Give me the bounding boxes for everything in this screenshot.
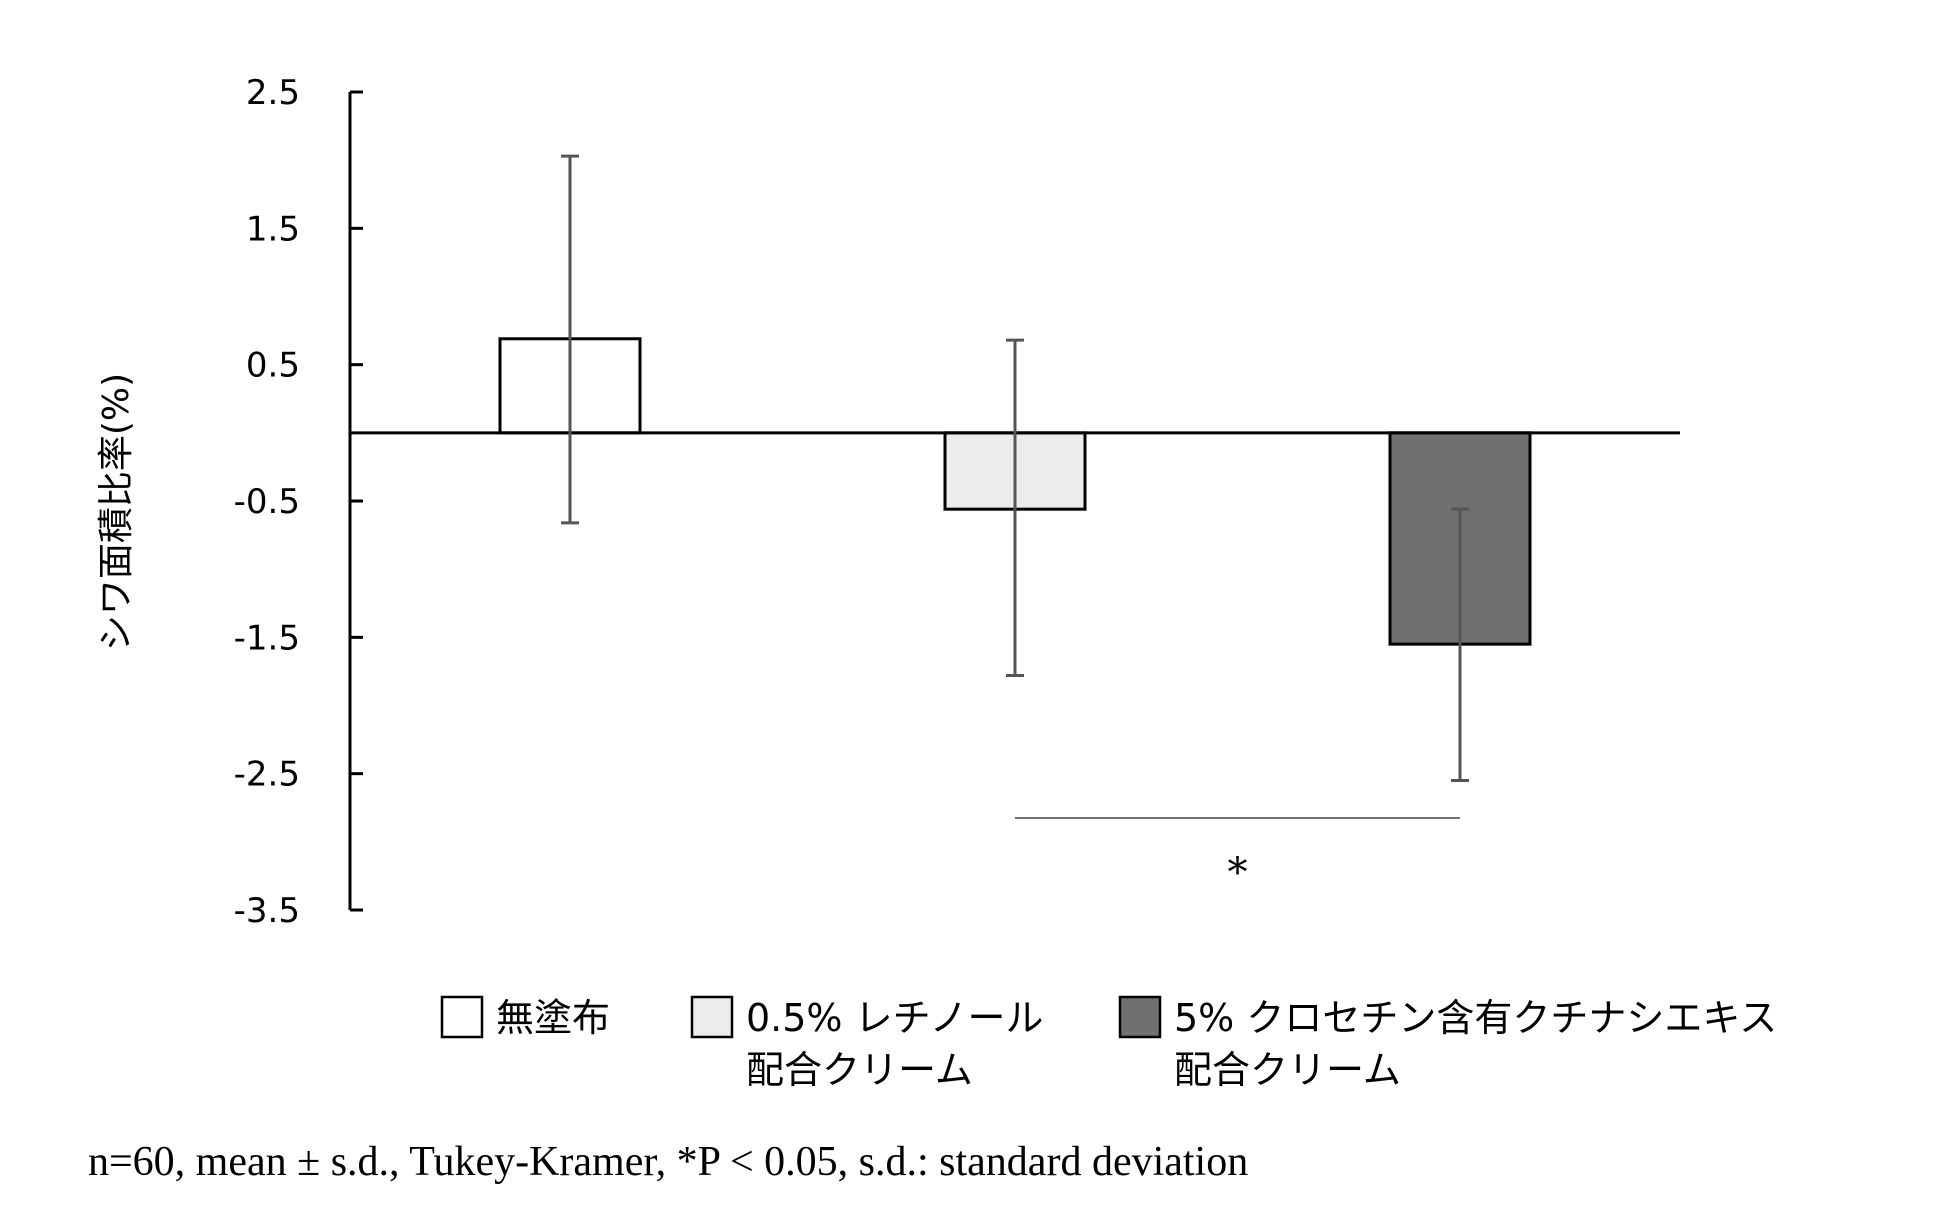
legend-swatch <box>1118 995 1162 1039</box>
y-tick-label: -3.5 <box>234 891 300 931</box>
legend-swatch <box>690 995 734 1039</box>
error-bars <box>561 154 1469 782</box>
legend-label: 無塗布 <box>496 996 610 1040</box>
legend-item: 無塗布 <box>440 995 610 1040</box>
footnote: n=60, mean ± s.d., Tukey-Kramer, *P < 0.… <box>88 1139 1249 1185</box>
legend-label-line2: 配合クリーム <box>746 1048 973 1092</box>
significance-star: * <box>1228 850 1248 896</box>
y-axis-label: シワ面積比率(%) <box>96 373 137 651</box>
y-tick-label: -0.5 <box>234 482 300 522</box>
y-tick-label: 1.5 <box>246 209 300 249</box>
legend-label: 5% クロセチン含有クチナシエキス <box>1174 996 1777 1040</box>
legend-swatch <box>440 995 484 1039</box>
legend-label-line2: 配合クリーム <box>1174 1048 1401 1092</box>
y-tick-label: -1.5 <box>234 618 300 658</box>
legend-label: 0.5% レチノール <box>746 996 1043 1040</box>
significance-annotation: * <box>1015 817 1460 896</box>
y-tick-label: 2.5 <box>246 73 300 113</box>
y-tick-label: 0.5 <box>246 346 300 386</box>
y-axis: 2.5 1.5 0.5 -0.5 -1.5 -2.5 -3.5 <box>234 73 363 931</box>
y-tick-label: -2.5 <box>234 755 300 795</box>
